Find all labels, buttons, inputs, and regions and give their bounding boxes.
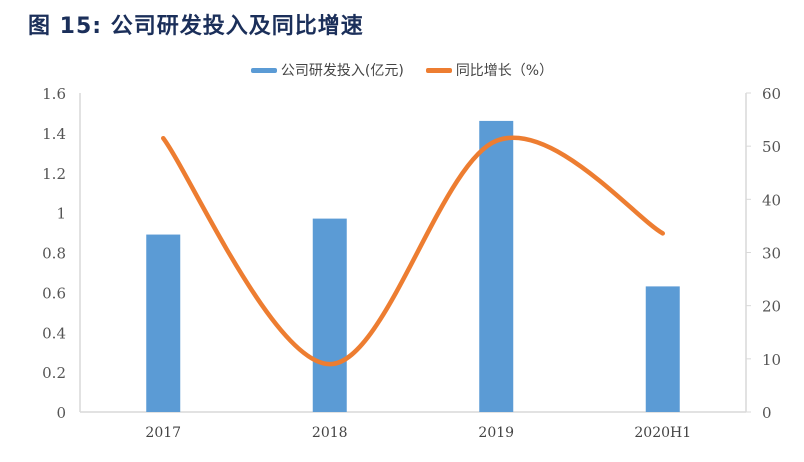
right-tick-label: 0	[762, 404, 772, 422]
growth-line	[161, 135, 665, 367]
legend: 公司研发投入(亿元) 同比增长（%）	[0, 60, 804, 80]
x-tick-label: 2017	[145, 425, 181, 441]
right-tick-label: 50	[762, 138, 781, 156]
right-tick-label: 20	[762, 298, 781, 316]
left-tick-label: 0.6	[42, 284, 66, 302]
legend-item-line: 同比增长（%）	[425, 60, 554, 80]
bar-2020H1	[645, 286, 680, 412]
left-tick-label: 0.8	[42, 245, 66, 263]
right-tick-label: 60	[762, 85, 781, 103]
right-tick-label: 30	[762, 245, 781, 263]
right-tick-label: 10	[762, 351, 781, 369]
right-tick-label: 40	[762, 191, 781, 209]
left-tick-label: 0.2	[42, 364, 66, 382]
legend-swatch-line	[425, 67, 452, 73]
left-tick-label: 1.2	[42, 165, 66, 183]
x-tick-label: 2018	[312, 425, 348, 441]
bar-2017	[146, 234, 181, 412]
left-tick-label: 1.4	[42, 125, 66, 143]
legend-label-bar: 公司研发投入(亿元)	[280, 63, 404, 79]
bar-2018	[312, 218, 347, 412]
left-tick-label: 0	[56, 404, 66, 422]
legend-swatch-bar	[250, 67, 277, 73]
chart-title: 图 15: 公司研发投入及同比增速	[28, 14, 364, 39]
left-tick-label: 1.6	[42, 85, 66, 103]
x-tick-label: 2020H1	[634, 425, 691, 441]
left-tick-label: 0.4	[42, 324, 66, 342]
legend-item-bar: 公司研发投入(亿元)	[250, 60, 404, 80]
x-tick-label: 2019	[478, 425, 514, 441]
legend-label-line: 同比增长（%）	[455, 63, 554, 79]
left-tick-label: 1	[56, 205, 66, 223]
bar-2019	[479, 120, 514, 412]
